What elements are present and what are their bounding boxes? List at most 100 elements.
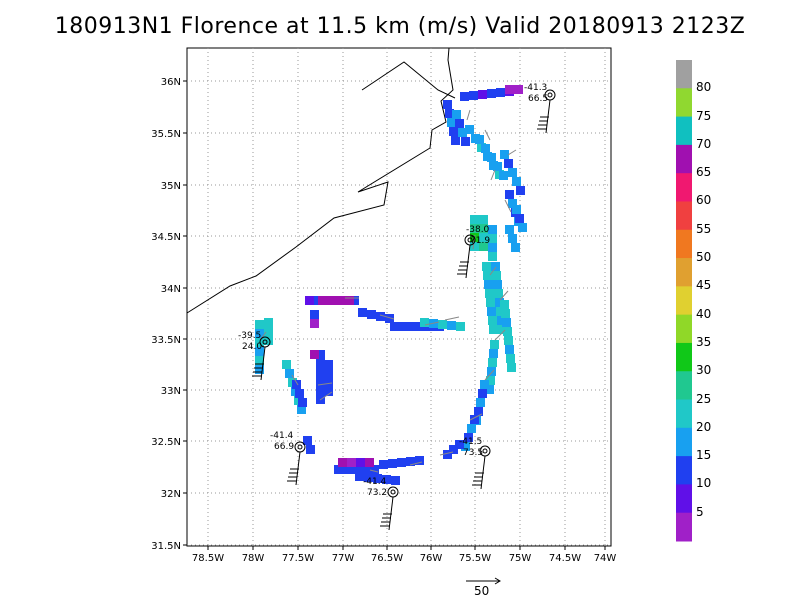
colorbar-label: 45 bbox=[696, 278, 712, 293]
colorbar-swatch bbox=[676, 173, 692, 202]
wind-cell bbox=[438, 320, 447, 329]
wind-cell bbox=[488, 243, 497, 252]
wind-cell bbox=[310, 310, 319, 319]
coastline-north bbox=[361, 61, 456, 99]
wind-cell bbox=[334, 465, 343, 474]
colorbar-label: 15 bbox=[696, 448, 712, 463]
colorbar-swatch bbox=[676, 484, 692, 514]
wind-cell bbox=[482, 262, 491, 271]
x-tick-label: 77W bbox=[332, 553, 355, 564]
wind-cell bbox=[385, 314, 394, 323]
wind-cell bbox=[255, 347, 264, 356]
wind-cell bbox=[343, 465, 352, 474]
wind-cell bbox=[458, 128, 467, 137]
wind-cell bbox=[451, 136, 460, 145]
wind-cell bbox=[487, 89, 496, 98]
wind-cell bbox=[316, 350, 325, 359]
wind-arrow bbox=[319, 391, 333, 401]
colorbar-swatch bbox=[676, 314, 692, 344]
wind-cell bbox=[255, 320, 264, 329]
station-value-1: -41.4 bbox=[270, 431, 294, 441]
wind-cell bbox=[479, 242, 488, 251]
wind-cell bbox=[496, 307, 505, 316]
wind-cell bbox=[470, 242, 479, 251]
wind-cell bbox=[485, 385, 494, 394]
wind-cell bbox=[255, 329, 264, 338]
station-dot-icon bbox=[467, 237, 473, 243]
x-tick-label: 74W bbox=[594, 553, 617, 564]
wind-cell bbox=[516, 186, 525, 195]
station-markers: -41.366.5-38.071.9-39.524.0-41.466.9 -41.… bbox=[238, 83, 556, 531]
wind-cell bbox=[316, 368, 325, 377]
wind-cell bbox=[361, 465, 370, 474]
station-s-sw: -41.466.9 bbox=[270, 431, 306, 486]
station-value-2: 66.9 bbox=[274, 442, 294, 452]
wind-cell bbox=[460, 92, 469, 101]
wind-cell bbox=[255, 365, 264, 374]
wind-cell bbox=[469, 91, 478, 100]
wind-cell bbox=[382, 475, 391, 484]
wind-cell bbox=[345, 296, 354, 305]
wind-cell bbox=[505, 345, 514, 354]
wind-cell bbox=[497, 316, 506, 325]
colorbar-swatch bbox=[676, 427, 692, 457]
wind-arrow bbox=[439, 451, 454, 456]
wind-cell bbox=[310, 319, 319, 328]
wind-cell bbox=[478, 389, 487, 398]
station-value-1: -41.5 bbox=[459, 437, 482, 447]
wind-cell bbox=[295, 389, 304, 398]
station-value-2: 71.9 bbox=[470, 236, 490, 246]
coastline bbox=[186, 47, 454, 314]
colorbar-label: 5 bbox=[696, 504, 704, 519]
wind-cell bbox=[489, 349, 498, 358]
colorbar-swatch bbox=[676, 116, 692, 146]
wind-cell bbox=[282, 360, 291, 369]
wind-cell bbox=[487, 367, 496, 376]
wind-cell bbox=[367, 310, 376, 319]
station-value-1: -39.5 bbox=[238, 331, 261, 341]
wind-cell bbox=[292, 380, 301, 389]
wind-cell bbox=[356, 458, 365, 467]
wind-cell bbox=[316, 386, 325, 395]
wind-cell bbox=[255, 338, 264, 347]
wind-cell bbox=[505, 85, 514, 94]
wind-cell bbox=[479, 224, 488, 233]
wind-arrow bbox=[317, 382, 333, 386]
wind-cell bbox=[455, 119, 464, 128]
wind-cell bbox=[379, 460, 388, 469]
station-value-2: 66.5 bbox=[528, 94, 548, 104]
wind-cell bbox=[483, 271, 492, 280]
wind-cell bbox=[480, 380, 489, 389]
wind-cell bbox=[415, 456, 424, 465]
wind-arrow bbox=[469, 413, 483, 421]
x-tick-label: 78W bbox=[242, 553, 265, 564]
wind-cell bbox=[370, 465, 379, 474]
wind-cell bbox=[498, 325, 507, 334]
colorbar-swatch bbox=[676, 342, 692, 372]
wind-cell bbox=[338, 458, 347, 467]
wind-cell bbox=[512, 177, 521, 186]
colorbar-swatch bbox=[676, 201, 692, 231]
y-tick-label: 35.5N bbox=[151, 129, 181, 140]
colorbar-label: 30 bbox=[696, 363, 712, 378]
wind-cell bbox=[399, 322, 408, 331]
wind-cell bbox=[316, 359, 325, 368]
wind-cell bbox=[303, 436, 312, 445]
y-tick-label: 35N bbox=[161, 181, 181, 192]
y-tick-label: 31.5N bbox=[151, 541, 181, 552]
wind-cell bbox=[495, 298, 504, 307]
wind-cell bbox=[365, 458, 374, 467]
station-dot-icon bbox=[547, 92, 553, 98]
y-tick-label: 34.5N bbox=[151, 232, 181, 243]
wind-arrow bbox=[409, 461, 423, 466]
reference-vector-label: 50 bbox=[474, 584, 490, 598]
colorbar-swatch bbox=[676, 88, 692, 118]
x-tick-label: 75W bbox=[509, 553, 532, 564]
wind-cell bbox=[489, 325, 498, 334]
station-value-2: 24.0 bbox=[242, 342, 262, 352]
wind-cell bbox=[518, 223, 527, 232]
colorbar-label: 25 bbox=[696, 391, 712, 406]
wind-cell bbox=[364, 473, 373, 482]
y-tick-label: 36N bbox=[161, 77, 181, 88]
wind-cell bbox=[487, 307, 496, 316]
